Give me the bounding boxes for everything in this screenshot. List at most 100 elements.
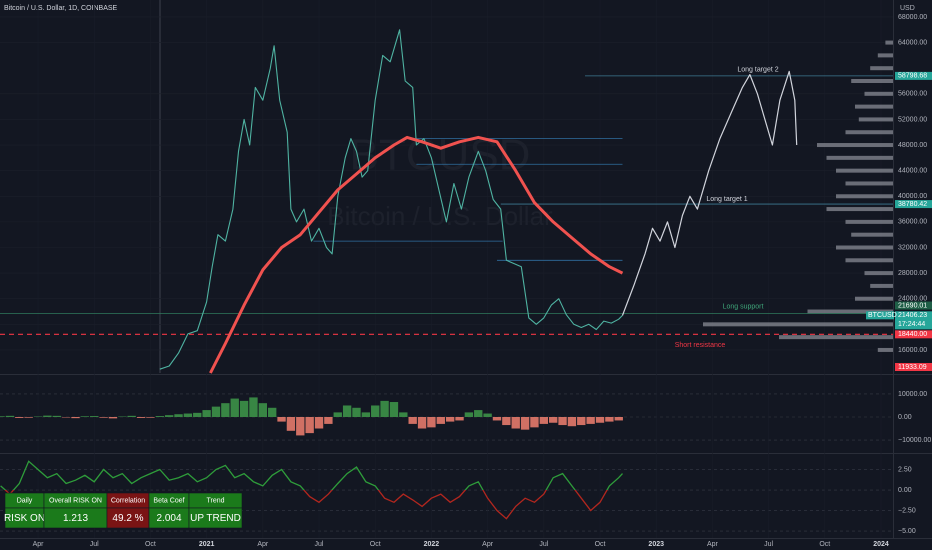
histogram-bar <box>605 416 614 422</box>
table-cell <box>188 507 243 529</box>
y-tick-label: −5.00 <box>898 528 916 535</box>
volume-profile-bar <box>703 322 893 327</box>
histogram-bar <box>80 416 90 417</box>
table-value: UP TREND <box>190 513 241 524</box>
watermark: Bitcoin / U.S. Dollar <box>327 201 553 231</box>
volume-profile-bar <box>845 181 893 186</box>
x-tick-label: Apr <box>482 541 494 548</box>
x-tick-label: Jul <box>90 541 99 548</box>
histogram-bar <box>530 416 539 428</box>
x-tick-label: Jul <box>764 541 773 548</box>
histogram-bar <box>71 416 80 419</box>
histogram-bar <box>445 416 455 422</box>
y-tick-label: 40000.00 <box>898 193 927 200</box>
volume-profile-bar <box>851 232 893 237</box>
table-header: Trend <box>206 497 224 504</box>
histogram-bar <box>333 412 342 417</box>
y-tick-label: 52000.00 <box>898 116 927 123</box>
histogram-bar <box>314 416 324 429</box>
histogram-bar <box>389 402 399 417</box>
histogram-bar <box>155 416 164 417</box>
histogram-bar <box>577 416 586 426</box>
level-label: Long target 1 <box>706 196 747 203</box>
price-label: 58798.68 <box>898 73 927 80</box>
x-tick-label: 2021 <box>199 541 215 548</box>
histogram-bar <box>464 412 474 417</box>
volume-profile-bar <box>864 271 893 276</box>
y-tick-label: 64000.00 <box>898 39 927 46</box>
histogram-bar <box>483 413 492 417</box>
table-header: Correlation <box>111 497 145 504</box>
x-tick-label: Jul <box>539 541 548 548</box>
histogram-bar <box>164 415 174 417</box>
volume-profile-bar <box>885 40 893 45</box>
histogram-bar <box>108 416 118 419</box>
volume-profile-bar <box>864 91 893 96</box>
level-label: Short resistance <box>675 342 726 349</box>
risk-table: Daily RISK ON Overall RISK ON 1.213 Correlat… <box>4 492 243 529</box>
histogram-bar <box>614 416 623 421</box>
y-unit: USD <box>900 5 915 12</box>
histogram-bar <box>586 416 595 424</box>
histogram-bar <box>380 400 389 417</box>
histogram-bar <box>286 416 296 431</box>
histogram-bar <box>211 406 221 417</box>
table-header: Beta Coef <box>153 497 184 504</box>
price-time: 17:24:44 <box>898 321 925 328</box>
y-tick-label: 68000.00 <box>898 14 927 21</box>
histogram-bar <box>342 405 352 417</box>
volume-profile-bar <box>826 207 893 212</box>
histogram-bar <box>183 413 193 417</box>
histogram-bar <box>502 416 511 426</box>
y-tick-label: −2.50 <box>898 507 916 514</box>
price-label-box <box>895 363 932 371</box>
volume-profile-bar <box>877 347 893 352</box>
price-label-box <box>895 311 932 330</box>
histogram-bar <box>399 412 408 417</box>
y-tick-label: 28000.00 <box>898 270 927 277</box>
table-header: Overall RISK ON <box>49 497 102 504</box>
histogram-bar <box>520 416 530 430</box>
level-label: Long target 2 <box>737 67 778 74</box>
price-label: 11933.09 <box>898 364 927 371</box>
y-tick-label: 48000.00 <box>898 142 927 149</box>
x-tick-label: Oct <box>819 541 830 548</box>
price-line <box>209 135 624 374</box>
histogram-bar <box>474 410 483 417</box>
volume-profile-bar <box>826 155 893 160</box>
x-tick-label: 2023 <box>648 541 664 548</box>
y-tick-label: 44000.00 <box>898 167 927 174</box>
volume-profile-bar <box>870 66 893 71</box>
volume-profile-bar <box>836 168 893 173</box>
volume-profile-bar <box>779 335 893 340</box>
histogram-bar <box>239 400 249 417</box>
price-label: 38780.42 <box>898 201 927 208</box>
volume-profile-bar <box>855 296 893 301</box>
volume-profile-bar <box>817 143 893 148</box>
table-value: 1.213 <box>63 513 88 524</box>
volume-profile-bar <box>858 117 893 122</box>
volume-profile-bar <box>851 79 893 84</box>
histogram-bar <box>427 416 436 428</box>
x-tick-label: Apr <box>257 541 269 548</box>
histogram-bar <box>24 416 33 418</box>
table-value: 49.2 % <box>112 513 143 524</box>
histogram-bar <box>52 415 61 417</box>
histogram-bar <box>361 412 371 417</box>
histogram-bar <box>408 416 417 424</box>
histogram-bar <box>305 416 314 434</box>
histogram-bar <box>539 416 549 424</box>
y-tick-label: 10000.00 <box>898 391 927 398</box>
volume-profile-bar <box>845 130 893 135</box>
histogram-bar <box>492 416 502 421</box>
histogram-bar <box>193 412 202 417</box>
table-header: Daily <box>17 497 33 504</box>
histogram-bar <box>549 416 558 423</box>
symbol-label: BTCUSD <box>868 312 897 319</box>
y-tick-label: 0.00 <box>898 414 912 421</box>
histogram-bar <box>455 416 464 421</box>
histogram-bar <box>352 407 361 417</box>
histogram-bar <box>5 415 15 417</box>
